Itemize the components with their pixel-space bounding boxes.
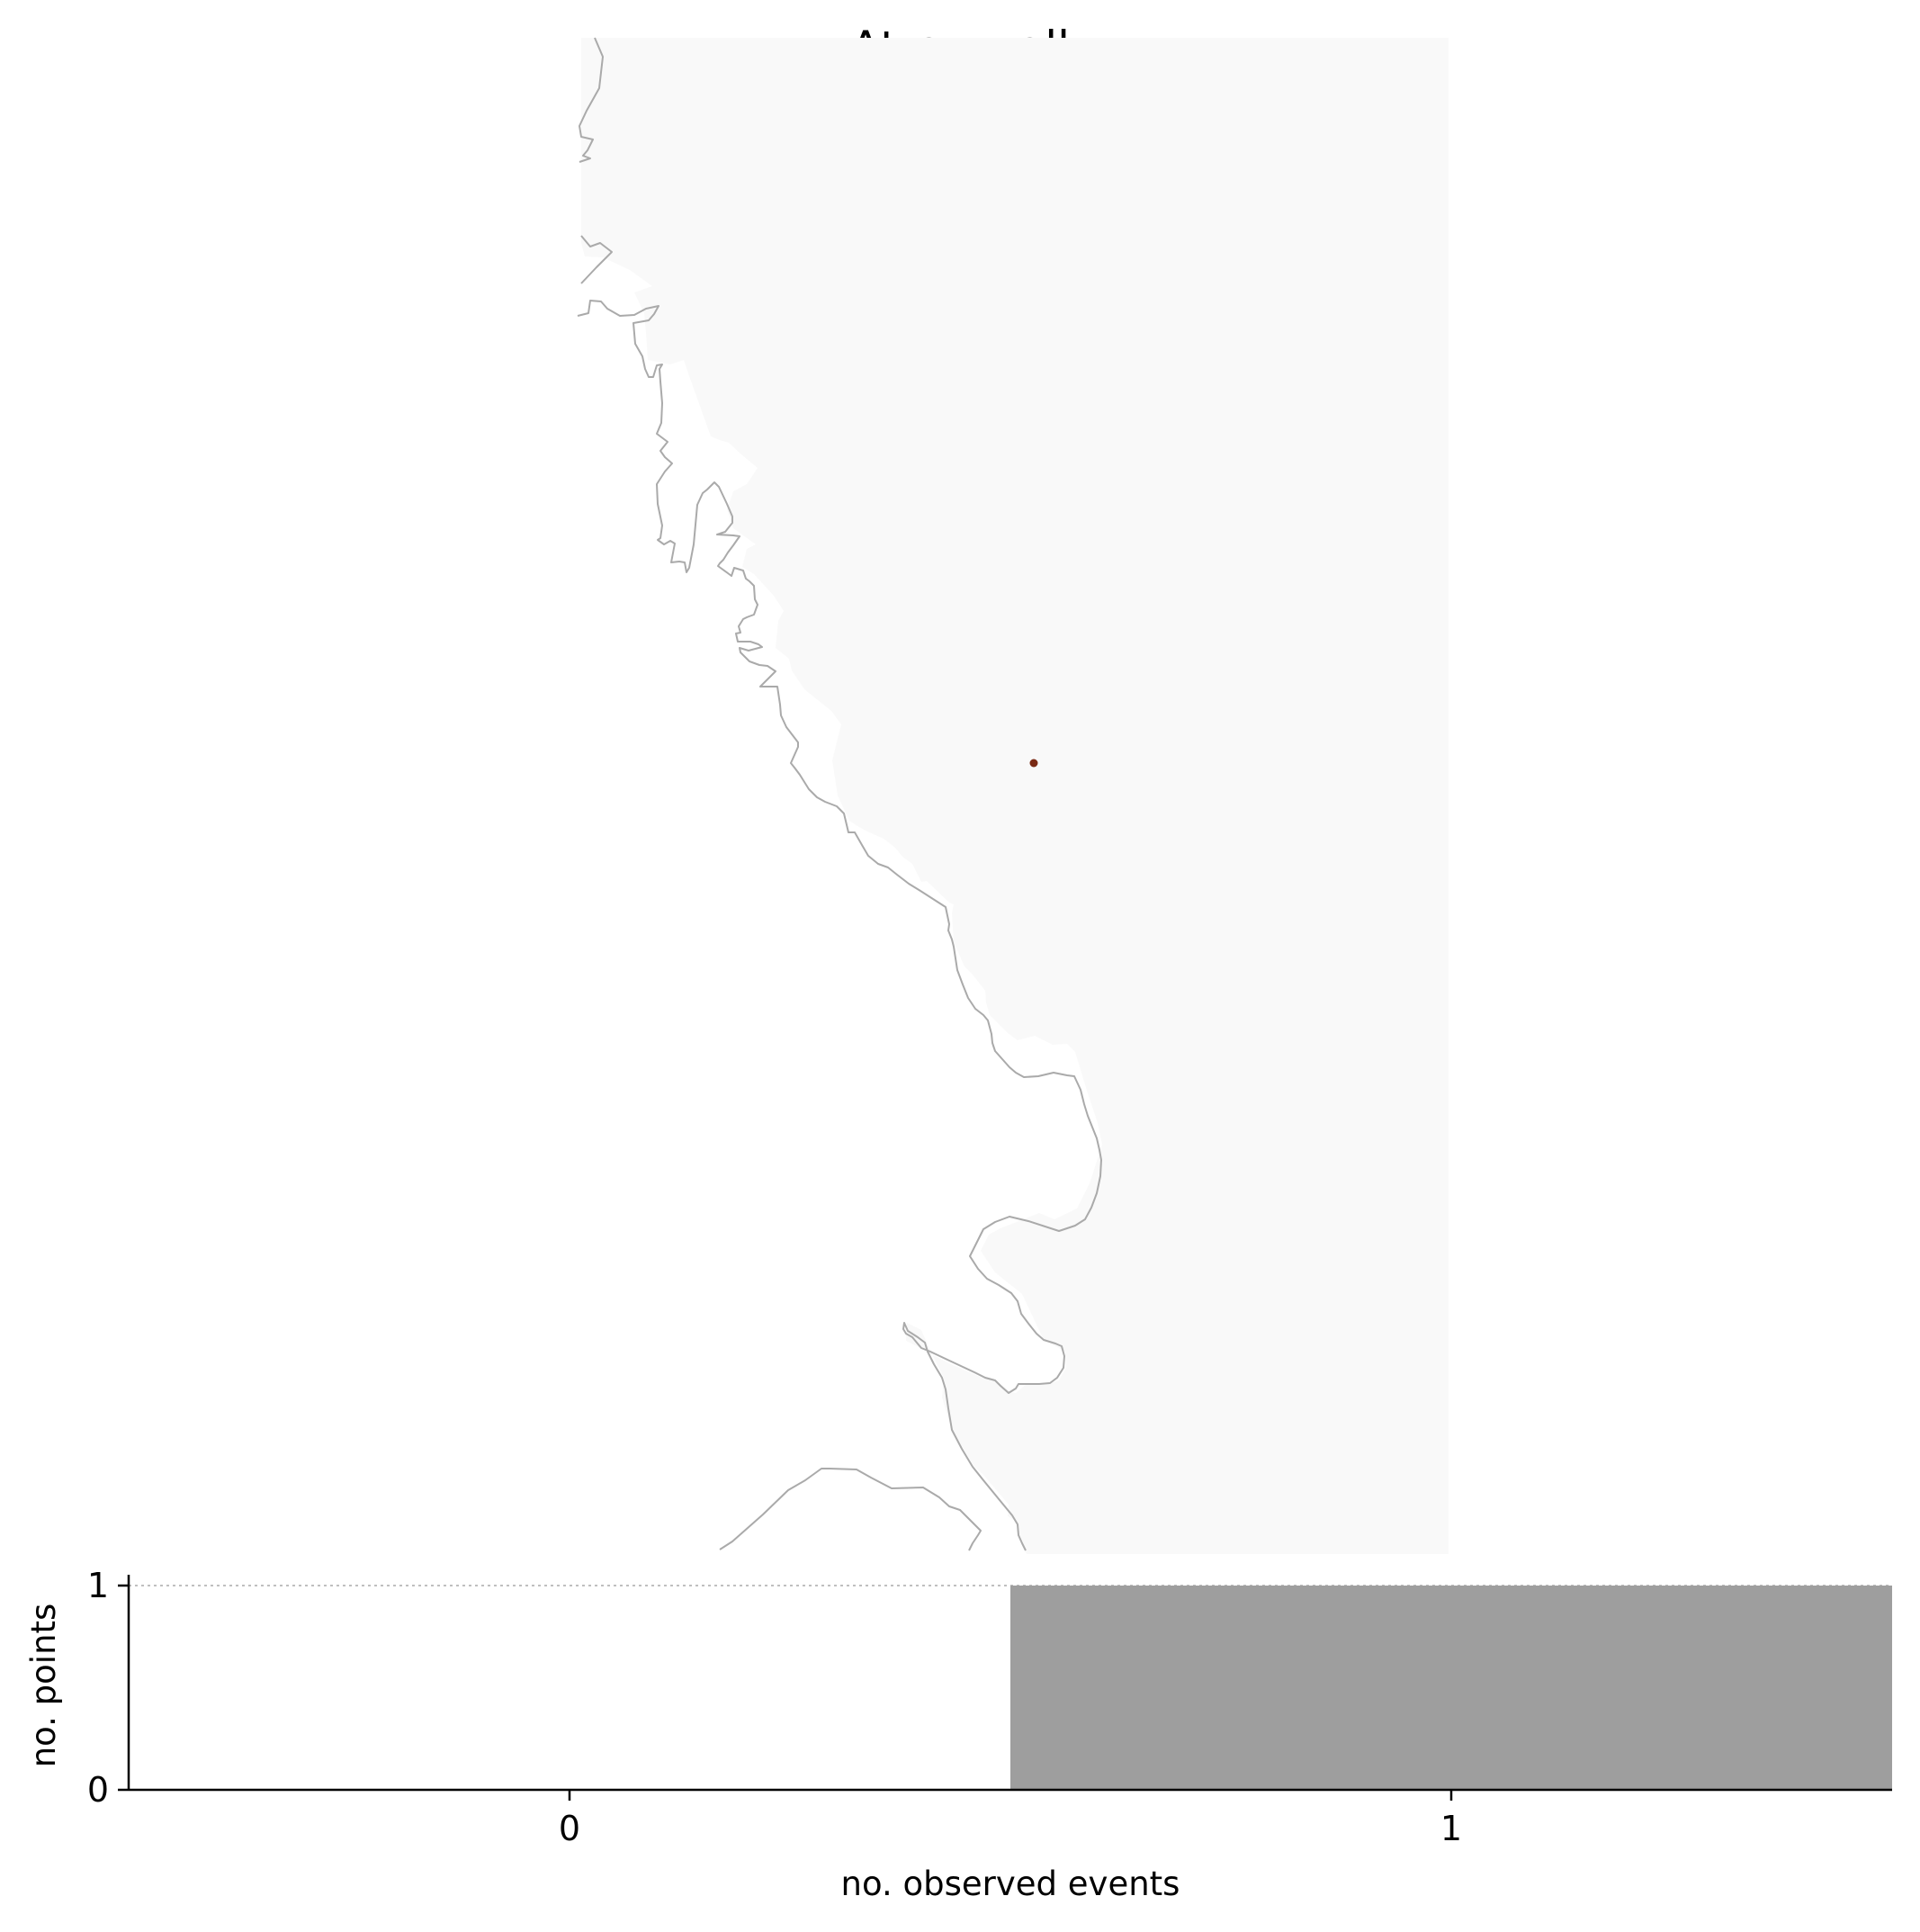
x-tick-label-1: 1	[1440, 1809, 1462, 1848]
map-panel	[577, 37, 1449, 1554]
event-location-marker	[1029, 759, 1038, 768]
y-tick-label-1: 1	[87, 1566, 109, 1605]
x-tick-label-0: 0	[559, 1809, 580, 1848]
x-axis-label: no. observed events	[841, 1865, 1180, 1903]
y-tick-label-0: 0	[87, 1770, 109, 1810]
histogram: 0 1 0 1 no. observed events no. points	[24, 1566, 1892, 1903]
land-mass	[581, 38, 1449, 1554]
coastline	[577, 37, 1102, 1551]
histogram-bar-1	[1010, 1586, 1892, 1790]
y-axis-label: no. points	[24, 1604, 63, 1768]
